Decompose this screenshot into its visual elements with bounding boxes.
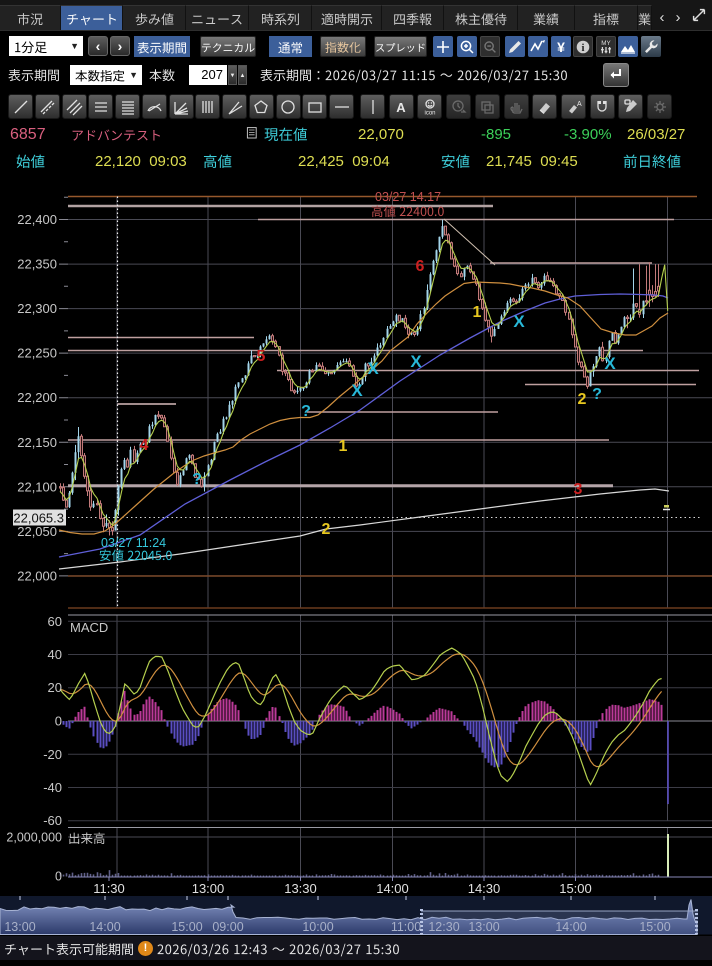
svg-text:13:30: 13:30 — [284, 881, 317, 896]
svg-text:0: 0 — [55, 870, 62, 884]
svg-text:0: 0 — [55, 714, 62, 729]
svg-text:15:00: 15:00 — [559, 881, 592, 896]
svg-text:15:00: 15:00 — [639, 920, 670, 934]
svg-text:60: 60 — [48, 614, 62, 629]
svg-text:4: 4 — [140, 437, 149, 454]
svg-text:11:00: 11:00 — [391, 920, 421, 934]
svg-text:2,000,000: 2,000,000 — [6, 831, 62, 845]
svg-text:MACD: MACD — [70, 620, 108, 635]
svg-text:22,000: 22,000 — [17, 568, 57, 583]
svg-text:15:00: 15:00 — [171, 920, 202, 934]
svg-text:1: 1 — [473, 304, 482, 321]
svg-text:X: X — [410, 352, 422, 371]
svg-text:X: X — [367, 359, 379, 378]
svg-text:22,065.3: 22,065.3 — [13, 511, 64, 526]
svg-text:-20: -20 — [43, 747, 62, 762]
svg-text:A: A — [396, 100, 406, 115]
svg-text:03/27 11:24: 03/27 11:24 — [101, 536, 166, 550]
svg-text:¥: ¥ — [557, 39, 565, 55]
svg-text:13:00: 13:00 — [4, 920, 35, 934]
svg-text:2: 2 — [578, 391, 587, 408]
svg-text:X: X — [351, 381, 363, 400]
svg-text:13:00: 13:00 — [468, 920, 499, 934]
svg-text:?: ? — [192, 471, 202, 488]
svg-text:12:30: 12:30 — [428, 920, 459, 934]
svg-text:-60: -60 — [43, 813, 62, 828]
svg-text:03/27 14.17: 03/27 14.17 — [375, 190, 441, 204]
svg-text:1: 1 — [339, 438, 348, 455]
svg-text:14:00: 14:00 — [89, 920, 120, 934]
svg-text:10:00: 10:00 — [302, 920, 333, 934]
svg-text:22,350: 22,350 — [17, 257, 57, 272]
svg-text:-40: -40 — [43, 780, 62, 795]
svg-text:22,300: 22,300 — [17, 301, 57, 316]
svg-text:13:00: 13:00 — [192, 881, 225, 896]
svg-text:2: 2 — [322, 521, 331, 538]
svg-text:icon: icon — [424, 110, 435, 116]
svg-text:A: A — [577, 101, 582, 108]
svg-text:14:30: 14:30 — [468, 881, 501, 896]
svg-text:11:30: 11:30 — [93, 881, 125, 896]
svg-text:X: X — [604, 354, 616, 373]
svg-text:22,100: 22,100 — [17, 479, 57, 494]
svg-text:MY: MY — [601, 40, 611, 47]
svg-text:40: 40 — [48, 647, 62, 662]
svg-text:22,200: 22,200 — [17, 390, 57, 405]
svg-text:22,150: 22,150 — [17, 435, 57, 450]
svg-text:3: 3 — [574, 481, 583, 498]
svg-text:22,050: 22,050 — [17, 524, 57, 539]
svg-text:14:00: 14:00 — [555, 920, 586, 934]
svg-text:22,250: 22,250 — [17, 346, 57, 361]
svg-text:09:00: 09:00 — [212, 920, 243, 934]
svg-text:6: 6 — [416, 258, 425, 275]
svg-text:20: 20 — [48, 680, 62, 695]
svg-text:5: 5 — [257, 348, 266, 365]
svg-text:14:00: 14:00 — [376, 881, 409, 896]
svg-text:X: X — [513, 312, 525, 331]
svg-text:?: ? — [301, 403, 311, 420]
svg-text:22,400: 22,400 — [17, 212, 57, 227]
svg-text:i: i — [582, 42, 585, 54]
svg-text:?: ? — [592, 386, 602, 403]
